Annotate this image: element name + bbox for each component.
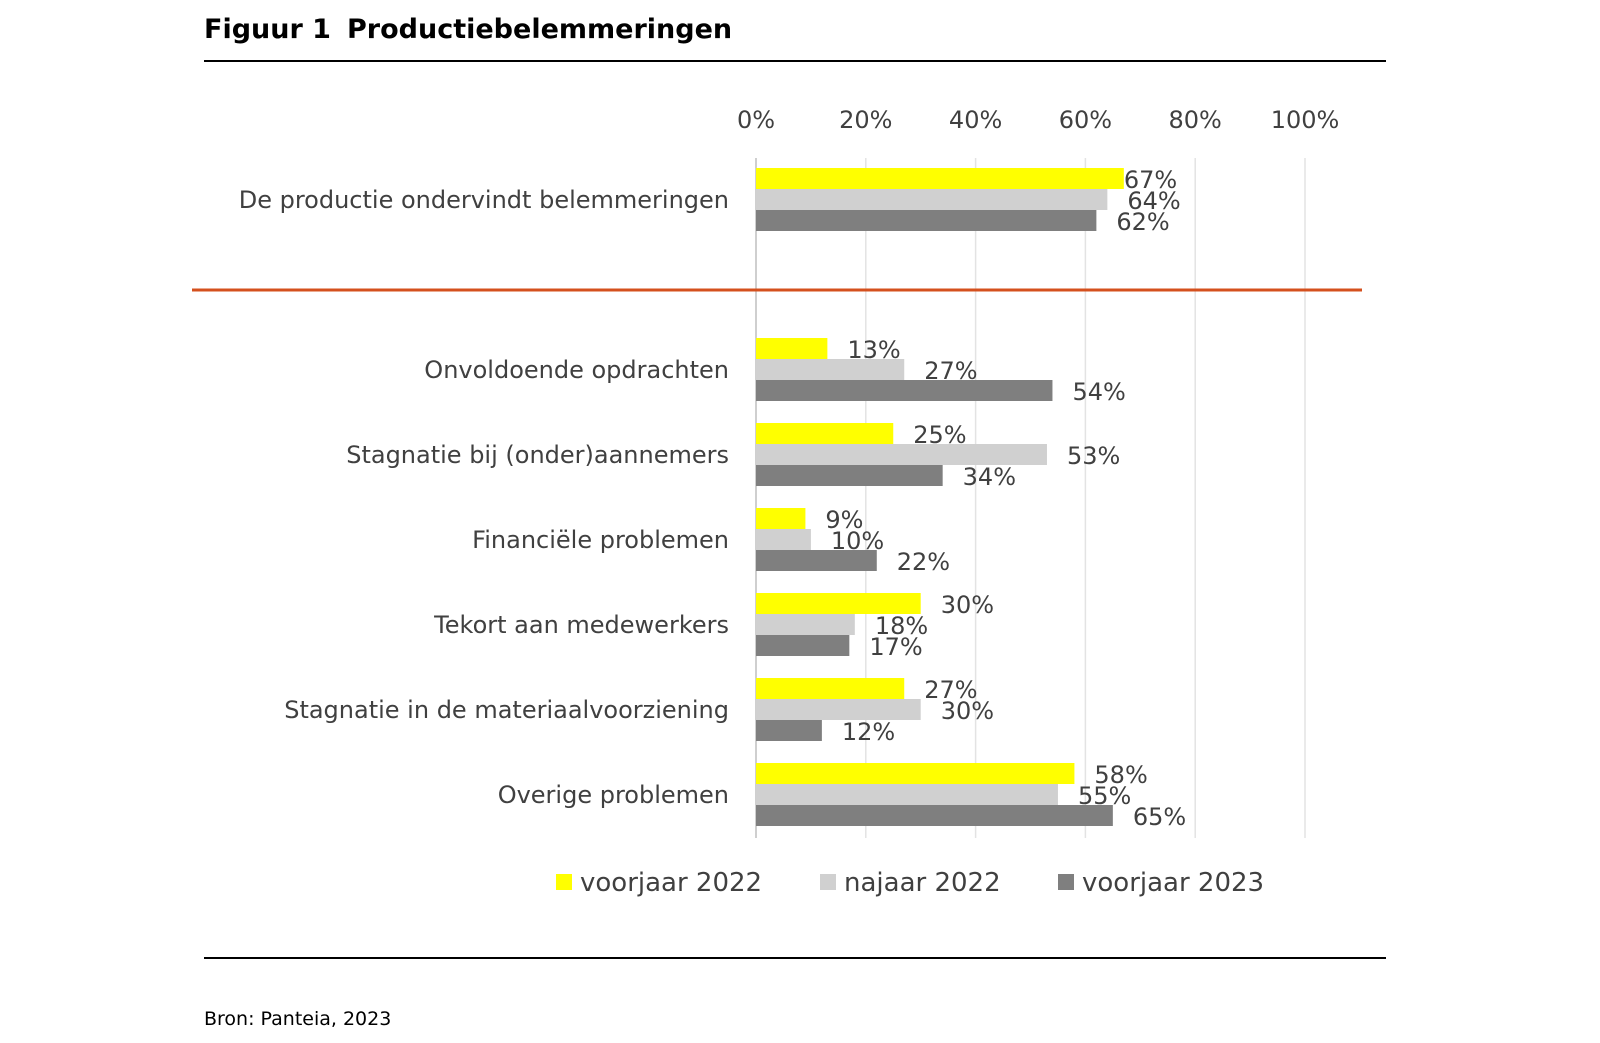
data-label: 34%: [963, 463, 1016, 491]
bar: [756, 593, 921, 614]
bar: [756, 444, 1047, 465]
legend-label: voorjaar 2022: [580, 868, 762, 898]
data-label: 53%: [1067, 442, 1120, 470]
bar: [756, 550, 877, 571]
x-tick-label: 80%: [1169, 106, 1222, 134]
data-label: 18%: [875, 612, 928, 640]
bar: [756, 699, 921, 720]
category-label: Stagnatie in de materiaalvoorziening: [284, 696, 729, 724]
data-label: 17%: [869, 633, 922, 661]
data-label: 27%: [924, 676, 977, 704]
data-label: 12%: [842, 718, 895, 746]
category-label: Stagnatie bij (onder)aannemers: [346, 441, 729, 469]
data-label: 30%: [941, 697, 994, 725]
figure-number: Figuur 1: [204, 14, 331, 45]
bar: [756, 720, 822, 741]
legend-label: najaar 2022: [844, 868, 1001, 898]
legend-swatch: [1058, 874, 1074, 890]
category-label: De productie ondervindt belemmeringen: [239, 186, 729, 214]
x-tick-label: 0%: [737, 106, 775, 134]
bottom-rule: [204, 957, 1386, 959]
category-label: Tekort aan medewerkers: [433, 611, 729, 639]
bar: [756, 423, 894, 444]
category-label: Onvoldoende opdrachten: [424, 356, 729, 384]
bar: [756, 465, 943, 486]
data-label: 62%: [1116, 208, 1169, 236]
category-label: Financiële problemen: [472, 526, 729, 554]
data-label: 22%: [897, 548, 950, 576]
source-note: Bron: Panteia, 2023: [204, 1008, 392, 1030]
legend-swatch: [820, 874, 836, 890]
bar: [756, 614, 855, 635]
data-label: 65%: [1133, 803, 1186, 831]
data-label: 58%: [1094, 761, 1147, 789]
bar: [756, 805, 1113, 826]
data-label: 54%: [1072, 378, 1125, 406]
figure-title-text: Productiebelemmeringen: [347, 14, 733, 45]
figure-title: Figuur 1 Productiebelemmeringen: [204, 14, 732, 45]
bar: [756, 168, 1124, 189]
x-tick-label: 40%: [949, 106, 1002, 134]
x-tick-label: 100%: [1271, 106, 1340, 134]
data-label: 67%: [1124, 166, 1177, 194]
top-rule: [204, 60, 1386, 62]
bar: [756, 784, 1058, 805]
legend-swatch: [556, 874, 572, 890]
data-label: 9%: [825, 506, 863, 534]
x-tick-label: 20%: [839, 106, 892, 134]
x-tick-label: 60%: [1059, 106, 1112, 134]
bar: [756, 189, 1108, 210]
bar: [756, 635, 850, 656]
data-label: 64%: [1127, 187, 1180, 215]
bar: [756, 678, 905, 699]
bar: [756, 359, 905, 380]
bar: [756, 529, 811, 550]
category-label: Overige problemen: [498, 781, 729, 809]
bar: [756, 763, 1075, 784]
bar: [756, 338, 828, 359]
bar: [756, 508, 806, 529]
data-label: 30%: [941, 591, 994, 619]
legend-label: voorjaar 2023: [1082, 868, 1264, 898]
bar: [756, 210, 1097, 231]
bar: [756, 380, 1053, 401]
